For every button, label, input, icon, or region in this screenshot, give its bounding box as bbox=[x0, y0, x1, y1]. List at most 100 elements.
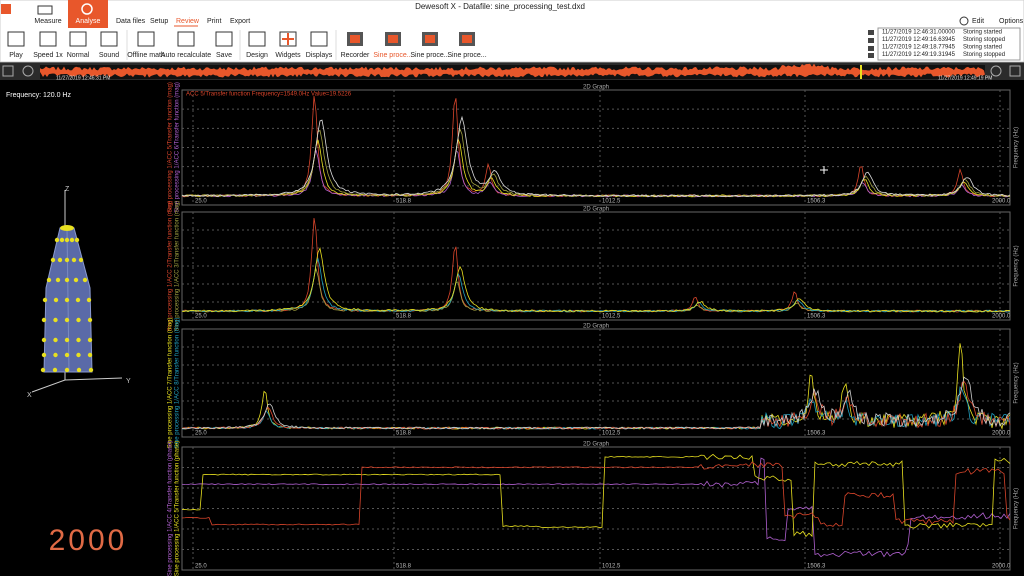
toolbar-icon[interactable] bbox=[7, 31, 25, 47]
channel-label: Sine processing 1/ACC 7/Transfer functio… bbox=[168, 318, 174, 449]
sensor-dot bbox=[87, 317, 93, 323]
sensor-dot bbox=[74, 237, 80, 243]
event-log bbox=[877, 27, 1021, 61]
menu-tab[interactable]: Setup bbox=[150, 18, 168, 25]
toolbar-button[interactable]: Sine proce... bbox=[410, 52, 449, 59]
sensor-dot bbox=[76, 352, 81, 358]
sensor-dot bbox=[69, 237, 75, 243]
sensor-dot bbox=[41, 352, 47, 358]
trace bbox=[181, 115, 1011, 198]
axis-y bbox=[64, 377, 123, 381]
display-value: 2000 bbox=[49, 524, 128, 557]
sensor-dot bbox=[53, 317, 58, 323]
sensor-dot bbox=[75, 297, 81, 303]
menu-tab[interactable]: Data files bbox=[116, 18, 146, 25]
sensor-dot bbox=[87, 337, 93, 343]
toolbar-button[interactable]: Auto recalculate bbox=[161, 52, 211, 59]
toolbar-icon[interactable] bbox=[248, 31, 266, 47]
x-tick-label: 1506.3 bbox=[807, 431, 826, 437]
toolbar-button[interactable]: Speed 1x bbox=[33, 52, 63, 59]
y-axis-label: Frequency (Hz) bbox=[1014, 127, 1020, 168]
toolbar-icon[interactable] bbox=[100, 31, 118, 47]
toolbar-button[interactable]: Play bbox=[9, 52, 23, 59]
timeline-toggle[interactable] bbox=[2, 65, 14, 77]
sensor-dot bbox=[64, 352, 70, 358]
frequency-label: Frequency: 120.0 Hz bbox=[6, 92, 71, 99]
trace bbox=[181, 453, 1011, 538]
cursor-cross bbox=[820, 166, 828, 174]
toolbar-button[interactable]: Sound bbox=[99, 52, 119, 59]
x-tick-label: 25.0 bbox=[195, 431, 207, 437]
timeline-end: 11/27/2019 12:49:19 PM bbox=[938, 75, 992, 81]
timeline-zoom[interactable] bbox=[22, 65, 34, 77]
sensor-dot bbox=[76, 317, 81, 323]
toolbar-button[interactable]: Recorder bbox=[341, 52, 370, 59]
sensor-dot bbox=[40, 367, 46, 373]
toolbar-icon[interactable] bbox=[69, 31, 87, 47]
toolbar-button[interactable]: Design bbox=[246, 52, 268, 59]
x-tick-label: 25.0 bbox=[195, 564, 207, 570]
sensor-dot bbox=[71, 257, 77, 263]
log-icon bbox=[868, 38, 874, 43]
sensor-dot bbox=[87, 352, 93, 358]
window-title: Dewesoft X - Datafile: sine_processing_t… bbox=[415, 2, 585, 11]
cone-top bbox=[60, 225, 74, 231]
toolbar-icon[interactable] bbox=[39, 31, 57, 47]
toolbar-button[interactable]: Displays bbox=[306, 52, 333, 59]
cursor-label: ACC 5/Transfer function Frequency=1549.0… bbox=[186, 92, 352, 98]
channel-label: Sine processing 1/ACC 4/Transfer functio… bbox=[168, 441, 174, 576]
toolbar-icon[interactable] bbox=[137, 31, 155, 47]
menu-tab[interactable]: Print bbox=[207, 18, 221, 25]
log-message: Storing stopped bbox=[963, 37, 1005, 43]
toolbar-button[interactable]: Normal bbox=[67, 52, 90, 59]
x-tick-label: 2000.0 bbox=[992, 564, 1011, 570]
toolbar-icon-accent bbox=[350, 35, 360, 43]
timeline-toggle-right[interactable] bbox=[1009, 65, 1021, 77]
sensor-dot bbox=[78, 257, 84, 263]
sensor-dot bbox=[50, 257, 56, 263]
toolbar-icon-accent bbox=[388, 35, 398, 43]
toolbar-button[interactable]: Save bbox=[216, 52, 232, 59]
trace bbox=[181, 247, 1011, 313]
y-axis-label: Frequency (Hz) bbox=[1014, 362, 1020, 403]
mode-measure[interactable]: Measure bbox=[34, 18, 61, 25]
sensor-dot bbox=[73, 277, 79, 283]
toolbar-icon[interactable] bbox=[215, 31, 233, 47]
sensor-dot bbox=[42, 297, 48, 303]
toolbar-icon-accent bbox=[425, 35, 435, 43]
log-message: Storing started bbox=[963, 30, 1002, 36]
timeline-cursor bbox=[860, 65, 862, 79]
sensor-dot bbox=[46, 277, 52, 283]
toolbar-icon[interactable] bbox=[310, 31, 328, 47]
x-tick-label: 1012.5 bbox=[602, 564, 621, 570]
timeline-waveform bbox=[40, 63, 985, 78]
graph-title: 2D Graph bbox=[583, 324, 609, 330]
menu-tab[interactable]: Review bbox=[176, 18, 200, 25]
sensor-dot bbox=[53, 352, 58, 358]
widgets-plus bbox=[282, 33, 294, 45]
sensor-dot bbox=[53, 337, 58, 343]
timeline-nav[interactable] bbox=[990, 65, 1002, 77]
toolbar-button[interactable]: Widgets bbox=[275, 52, 301, 59]
channel-label: Sine processing 1/ACC 8/Transfer functio… bbox=[175, 318, 181, 449]
toolbar-button[interactable]: Sine proce... bbox=[373, 52, 412, 59]
x-tick-label: 518.8 bbox=[396, 314, 412, 320]
sensor-dot bbox=[64, 297, 70, 303]
toolbar-icon[interactable] bbox=[177, 31, 195, 47]
edit-button[interactable]: Edit bbox=[972, 18, 984, 25]
sensor-dot bbox=[55, 277, 61, 283]
log-time: 11/27/2019 12:49:19.31945 bbox=[882, 52, 956, 58]
sensor-dot bbox=[64, 317, 70, 323]
graph-title: 2D Graph bbox=[583, 207, 609, 213]
mode-analyse[interactable]: Analyse bbox=[76, 18, 101, 25]
menu-tab[interactable]: Export bbox=[230, 18, 250, 25]
log-time: 11/27/2019 12:49:16.63945 bbox=[882, 37, 956, 43]
sensor-dot bbox=[86, 297, 92, 303]
toolbar-button[interactable]: Sine proce... bbox=[447, 52, 486, 59]
options-button[interactable]: Options bbox=[999, 18, 1024, 25]
measure-icon bbox=[37, 5, 53, 15]
x-tick-label: 25.0 bbox=[195, 199, 207, 205]
channel-label: Sine processing 1/ACC 3/Transfer functio… bbox=[175, 201, 181, 332]
toolbar-button[interactable]: Offline math bbox=[127, 52, 165, 59]
sensor-dot bbox=[64, 257, 70, 263]
